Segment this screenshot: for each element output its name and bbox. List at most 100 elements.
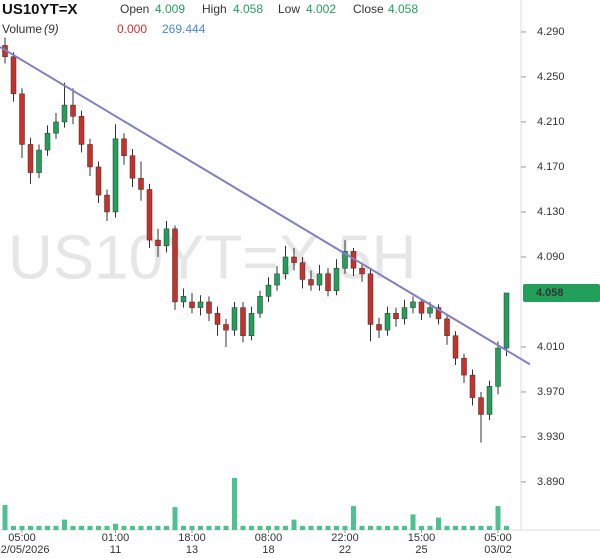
volume-bar — [70, 525, 76, 530]
volume-bar — [11, 525, 16, 530]
y-tick-label: 4.090 — [537, 251, 565, 263]
volume-bar — [274, 525, 280, 530]
y-tick-label: 4.290 — [537, 26, 565, 38]
volume-bar — [138, 525, 144, 530]
volume-bar — [291, 519, 297, 530]
volume-bar — [181, 525, 186, 530]
volume-bar — [427, 525, 433, 530]
volume-bar — [172, 507, 178, 530]
candle-body — [248, 312, 255, 336]
volume-bar — [495, 506, 501, 530]
volume-bar — [308, 525, 314, 530]
volume-bar — [215, 525, 220, 530]
volume-bar — [325, 525, 331, 530]
y-tick-label: 3.930 — [537, 431, 565, 443]
volume-bar — [87, 525, 93, 530]
candle-body — [444, 318, 450, 336]
candle-body — [503, 292, 510, 349]
candle-body — [61, 104, 68, 123]
volume-bar — [334, 525, 339, 530]
candle-body — [325, 273, 331, 291]
volume-bar — [376, 525, 382, 530]
y-tick-label: 4.130 — [537, 206, 565, 218]
price-tag — [523, 283, 600, 302]
volume-bar — [461, 525, 467, 530]
candle-body — [223, 324, 229, 331]
candle-body — [163, 228, 170, 246]
candle-body — [478, 397, 484, 415]
volume-bar — [62, 519, 67, 530]
y-tick-label: 3.970 — [537, 386, 565, 398]
x-tick-time: 15:00 — [408, 532, 436, 544]
x-tick-date: 13 — [186, 544, 198, 556]
candle-body — [274, 273, 280, 286]
candle-body — [299, 262, 306, 280]
candle-body — [36, 149, 42, 173]
candle-body — [206, 301, 212, 314]
high-label: High — [202, 2, 227, 16]
candle-body — [78, 116, 85, 145]
volume-bar — [223, 525, 229, 530]
y-tick-label: 4.210 — [537, 116, 565, 128]
candle-body — [95, 166, 102, 196]
candle-body — [172, 228, 178, 303]
volume-bar — [121, 525, 127, 530]
volume-bar — [155, 525, 161, 530]
low-label: Low — [278, 2, 300, 16]
volume-bar — [53, 525, 59, 530]
volume-bar — [79, 525, 84, 530]
candle-body — [129, 155, 136, 179]
volume-bar — [2, 505, 8, 530]
candle-body — [189, 301, 195, 308]
candle-body — [469, 374, 476, 398]
candle-body — [495, 347, 501, 387]
candle-body — [112, 138, 119, 213]
candle-body — [53, 121, 59, 134]
candle-body — [180, 296, 187, 303]
volume-bar — [419, 525, 424, 530]
candle-body — [308, 279, 314, 286]
candle-body — [384, 312, 391, 331]
volume-label: Volume — [2, 22, 42, 36]
volume-bar — [189, 525, 195, 530]
x-tick-date: 11 — [110, 544, 121, 556]
volume-bar — [351, 506, 356, 530]
volume-bar — [113, 523, 118, 530]
candle-body — [367, 273, 374, 325]
volume-bar — [96, 525, 101, 530]
volume-bar — [257, 525, 263, 530]
candle-body — [257, 296, 263, 314]
x-tick-date: 02/05/2026 — [0, 544, 50, 556]
watermark: US10YT=X,5H — [8, 223, 416, 292]
volume-bar — [249, 525, 254, 530]
volume-bar — [478, 525, 484, 530]
volume-bar — [45, 525, 50, 530]
x-tick-time: 18:00 — [178, 532, 206, 544]
y-tick-label: 4.250 — [537, 71, 565, 83]
candle-body — [393, 312, 399, 320]
volume-ma: 269.444 — [162, 22, 206, 36]
close-label: Close — [353, 2, 384, 16]
candle-body — [197, 301, 204, 308]
candle-body — [401, 307, 408, 320]
candle-body — [316, 273, 323, 286]
candle-body — [27, 144, 34, 173]
x-tick-time: 08:00 — [255, 532, 283, 544]
candle-body — [376, 324, 382, 331]
volume-bar — [104, 525, 110, 530]
volume-value: 0.000 — [117, 22, 147, 36]
y-tick-label: 4.170 — [537, 161, 565, 173]
price-tag-label: 4.058 — [536, 287, 564, 299]
trendline — [0, 46, 531, 366]
candle-body — [104, 194, 110, 213]
candle-body — [435, 307, 442, 320]
x-tick-date: 25 — [415, 544, 427, 556]
volume-bar — [317, 525, 322, 530]
volume-bar — [36, 525, 42, 530]
y-tick-label: 3.890 — [537, 476, 565, 488]
candle-body — [282, 256, 289, 275]
volume-bar — [147, 525, 152, 530]
volume-period: (9) — [44, 22, 59, 36]
candle-body — [359, 267, 365, 275]
